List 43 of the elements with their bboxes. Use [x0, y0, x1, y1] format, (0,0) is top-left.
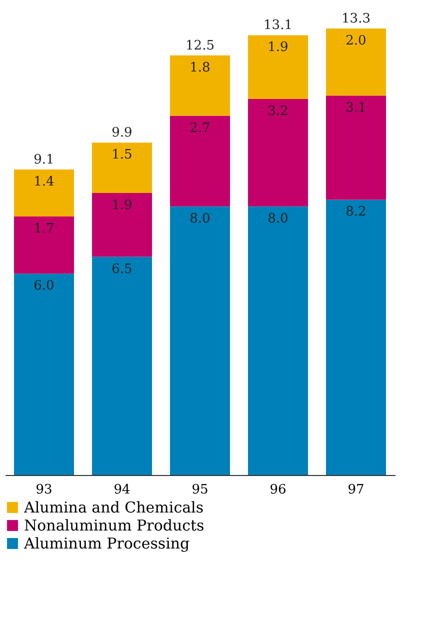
data-label: 1.4	[34, 174, 54, 190]
bar	[326, 96, 386, 200]
data-label: 6.0	[34, 278, 54, 294]
data-label: 1.7	[34, 222, 54, 236]
bar	[14, 274, 74, 475]
bar	[248, 35, 308, 99]
bar	[170, 55, 230, 116]
data-label: 1.9	[112, 198, 132, 213]
bar	[248, 99, 308, 206]
data-label: 1.9	[268, 40, 288, 56]
x-tick-label: 97	[348, 482, 364, 498]
data-label: 2.7	[190, 120, 210, 136]
data-label: 8.0	[190, 211, 210, 226]
bar	[92, 193, 152, 257]
data-label: 3.1	[346, 100, 366, 116]
legend-label: Alumina and Chemicals	[23, 498, 204, 516]
bar	[92, 256, 152, 475]
data-label: 6.5	[112, 262, 132, 277]
data-label: 2.0	[346, 34, 366, 48]
bar	[14, 216, 74, 274]
total-label: 12.5	[186, 38, 214, 54]
bar	[14, 170, 74, 216]
bar	[170, 116, 230, 206]
total-label: 9.9	[112, 126, 132, 141]
data-label: 3.2	[268, 104, 288, 119]
total-label: 9.1	[34, 152, 54, 168]
x-tick-label: 95	[192, 482, 208, 498]
data-label: 1.8	[190, 60, 210, 76]
x-tick-label: 94	[114, 482, 130, 498]
x-tick-label: 96	[270, 482, 286, 498]
data-label: 8.0	[268, 211, 288, 226]
data-label: 1.5	[112, 148, 132, 163]
data-label: 8.2	[346, 204, 366, 220]
bar	[92, 142, 152, 193]
bar	[248, 206, 308, 475]
bar	[326, 200, 386, 475]
total-label: 13.3	[342, 12, 370, 26]
total-label: 13.1	[264, 18, 292, 34]
x-tick-label: 93	[36, 482, 52, 498]
legend-label: Aluminum Processing	[23, 534, 190, 552]
bar	[326, 28, 386, 96]
legend-label: Nonaluminum Products	[24, 516, 204, 534]
bar	[170, 206, 230, 475]
